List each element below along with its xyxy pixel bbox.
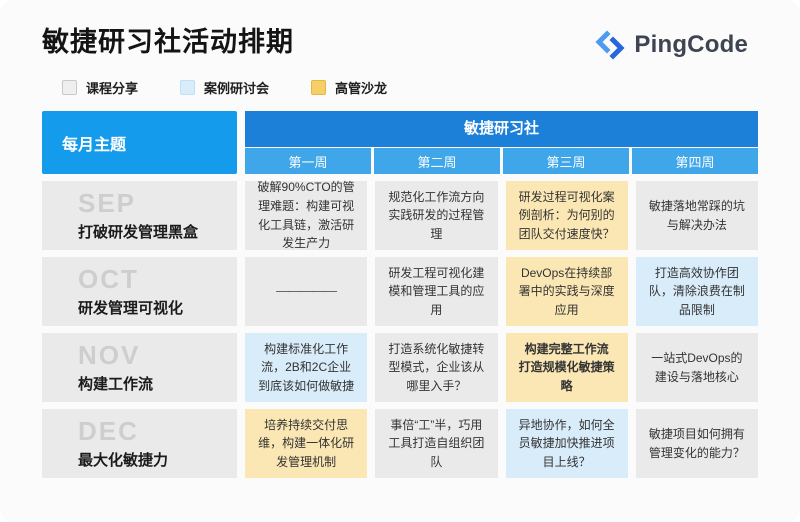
legend-item-course: 课程分享 (62, 78, 138, 97)
pingcode-logo-icon (595, 30, 625, 60)
month-label: OCT (78, 263, 139, 294)
schedule-cell: 一站式DevOps的建设与落地核心 (635, 333, 758, 402)
page-title: 敏捷研习社活动排期 (42, 27, 294, 57)
theme-label: 打破研发管理黑盒 (78, 223, 199, 241)
legend-label: 案例研讨会 (204, 81, 270, 96)
schedule-cell: 规范化工作流方向 实践研发的过程管理 (375, 181, 498, 250)
legend-label: 课程分享 (86, 81, 139, 96)
schedule-cell: 构建标准化工作流，2B和2C企业到底该如何做敏捷 (245, 333, 368, 402)
top-bar: 敏捷研习社活动排期 PingCode (42, 26, 758, 60)
pingcode-logo-text: PingCode (634, 31, 748, 58)
course-swatch-icon (62, 80, 77, 95)
month-label: NOV (78, 339, 141, 370)
month-label: SEP (78, 187, 137, 218)
legend-item-salon: 高管沙龙 (311, 78, 387, 97)
column-header-week1: 第一周 (245, 148, 371, 174)
theme-label: 研发管理可视化 (78, 299, 184, 317)
schedule-cell: 构建完整工作流 打造规模化敏捷策略 (505, 333, 628, 402)
column-header-week4: 第四周 (632, 148, 758, 174)
schedule-cell: 打造系统化敏捷转型模式，企业该从哪里入手？ (375, 333, 498, 402)
group-header: 敏捷研习社 第一周 第二周 第三周 第四周 (245, 111, 758, 174)
legend-item-case: 案例研讨会 (180, 78, 269, 97)
schedule-cell: DevOps在持续部署中的实践与深度应用 (505, 257, 628, 326)
legend-label: 高管沙龙 (335, 81, 388, 96)
schedule-cell: 敏捷项目如何拥有管理变化的能力？ (635, 409, 758, 478)
salon-swatch-icon (311, 80, 327, 95)
schedule-cell: 研发工程可视化建模和管理工具的应用 (375, 257, 498, 326)
row-header-oct: OCT 研发管理可视化 (42, 257, 237, 326)
pingcode-logo: PingCode (595, 30, 748, 60)
schedule-cell-empty: ————— (245, 257, 368, 326)
schedule-cell: 事倍“工”半，巧用工具打造自组织团队 (375, 409, 498, 478)
theme-label: 构建工作流 (78, 375, 154, 393)
legend: 课程分享 案例研讨会 高管沙龙 (62, 78, 758, 97)
group-header-title: 敏捷研习社 (245, 111, 758, 147)
schedule-table: 每月主题 敏捷研习社 第一周 第二周 第三周 第四周 SEP 打破研发管理黑盒 … (42, 111, 758, 478)
column-header-monthly-theme: 每月主题 (42, 111, 237, 174)
theme-label: 最大化敏捷力 (78, 451, 169, 469)
row-header-dec: DEC 最大化敏捷力 (42, 409, 237, 478)
schedule-cell: 研发过程可视化案例剖析：为何别的团队交付速度快？ (505, 181, 628, 250)
case-swatch-icon (180, 80, 196, 95)
schedule-cell: 异地协作，如何全员敏捷加快推进项目上线？ (505, 409, 628, 478)
schedule-cell: 打造高效协作团队，清除浪费在制品限制 (635, 257, 758, 326)
row-header-nov: NOV 构建工作流 (42, 333, 237, 402)
month-label: DEC (78, 415, 139, 446)
column-header-week3: 第三周 (503, 148, 629, 174)
schedule-cell: 破解90%CTO的管理难题：构建可视化工具链，激活研发生产力 (245, 180, 368, 250)
schedule-cell: 敏捷落地常踩的坑 与解决办法 (635, 181, 758, 250)
column-header-week2: 第二周 (374, 148, 500, 174)
week-header-row: 第一周 第二周 第三周 第四周 (245, 148, 758, 174)
row-header-sep: SEP 打破研发管理黑盒 (42, 181, 237, 250)
schedule-cell: 培养持续交付思维，构建一体化研发管理机制 (245, 409, 368, 478)
